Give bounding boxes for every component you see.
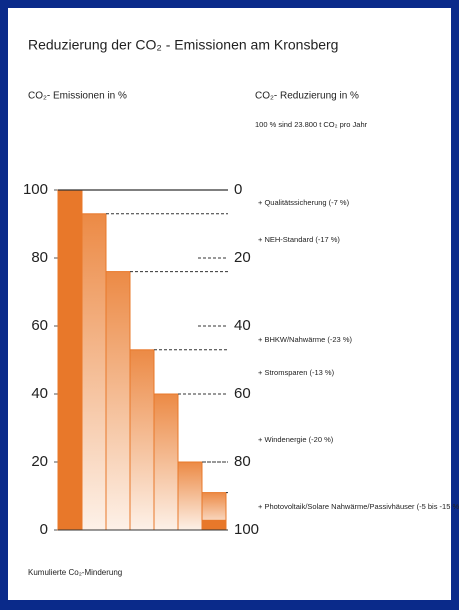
y2-note: 100 % sind 23.800 t CO₂ pro Jahr	[255, 120, 368, 129]
y-tick-label: 40	[31, 385, 48, 402]
y2-tick-label: 60	[234, 385, 251, 402]
y2-tick-label: 100	[234, 521, 259, 538]
bar	[129, 349, 155, 531]
y2-axis-label: CO₂- Reduzierung in %	[255, 91, 359, 102]
y-axis-label: CO₂- Emissionen in %	[28, 91, 127, 102]
annotation: + NEH-Standard (-17 %)	[258, 235, 340, 244]
bar	[177, 461, 203, 531]
bar	[57, 189, 83, 531]
y2-tick-label: 0	[234, 181, 242, 198]
y2-tick-label: 80	[234, 453, 251, 470]
annotation: + Photovoltaik/Solare Nahwärme/Passivhäu…	[258, 502, 459, 511]
y2-tick-label: 20	[234, 249, 251, 266]
bar	[81, 213, 107, 531]
y2-tick-label: 40	[234, 317, 251, 334]
annotation: + Windenergie (-20 %)	[258, 435, 334, 444]
footer: Kumulierte Co₂-Minderung	[28, 568, 122, 577]
y-tick-label: 0	[40, 521, 48, 538]
bar	[153, 393, 179, 531]
y-tick-label: 100	[23, 181, 48, 198]
y-tick-label: 20	[31, 453, 48, 470]
annotation: + Stromsparen (-13 %)	[258, 368, 335, 377]
bar	[105, 271, 131, 531]
y-tick-label: 60	[31, 317, 48, 334]
highlight-bar	[202, 519, 226, 530]
annotation: + BHKW/Nahwärme (-23 %)	[258, 335, 352, 344]
annotation: + Qualitätssicherung (-7 %)	[258, 198, 350, 207]
chart-title: Reduzierung der CO₂ - Emissionen am Kron…	[28, 37, 338, 53]
y-tick-label: 80	[31, 249, 48, 266]
